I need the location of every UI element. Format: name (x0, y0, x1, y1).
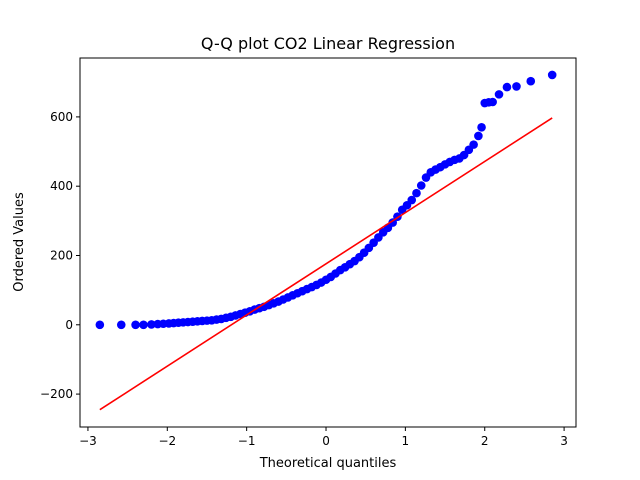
chart-title: Q-Q plot CO2 Linear Regression (201, 34, 455, 53)
x-tick-label: 1 (402, 434, 410, 448)
y-tick-label: 200 (50, 248, 73, 262)
qq-point (416, 181, 426, 190)
x-tick-label: 2 (481, 434, 489, 448)
y-tick-label: −200 (40, 387, 73, 401)
y-axis: −200 0 200 400 600 (40, 110, 80, 401)
qq-point (474, 131, 483, 141)
qq-point (131, 320, 140, 330)
qq-point (494, 90, 504, 99)
x-tick-label: 0 (322, 434, 330, 448)
x-axis: −3 −2 −1 0 1 2 3 (79, 427, 568, 448)
reference-line (99, 117, 553, 411)
x-axis-label: Theoretical quantiles (259, 456, 397, 471)
qq-point (502, 82, 512, 92)
qq-point (147, 320, 156, 329)
qq-point (512, 82, 521, 91)
plot-area (95, 70, 557, 411)
y-tick-label: 0 (65, 318, 73, 332)
qq-point (116, 320, 126, 330)
qq-point (407, 195, 417, 205)
qq-point (412, 188, 421, 198)
qq-point (95, 320, 105, 330)
y-tick-label: 600 (50, 110, 73, 124)
y-axis-label: Ordered Values (12, 192, 27, 292)
x-tick-label: 3 (560, 434, 568, 448)
qq-point (547, 70, 557, 80)
qq-point (477, 122, 486, 132)
x-tick-label: −2 (158, 434, 176, 448)
x-tick-label: −1 (238, 434, 256, 448)
qq-point (139, 320, 148, 330)
qq-point (488, 97, 497, 107)
y-tick-label: 400 (50, 179, 73, 193)
qq-point (469, 140, 478, 149)
axes-frame (79, 57, 577, 428)
qq-point (388, 218, 397, 227)
x-tick-label: −3 (79, 434, 97, 448)
qq-point (526, 76, 536, 86)
